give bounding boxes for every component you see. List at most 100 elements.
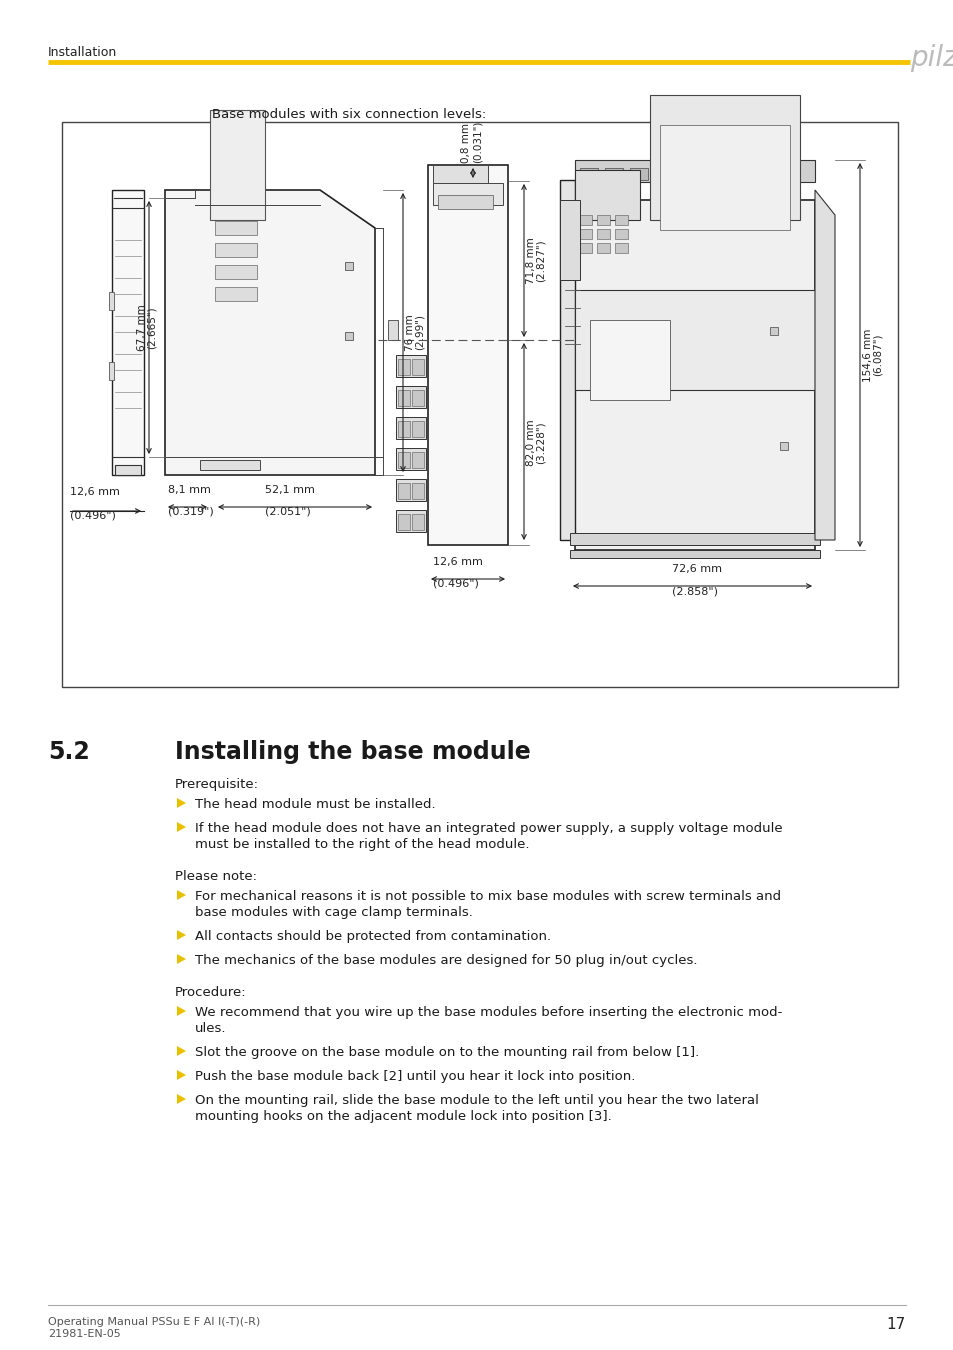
Bar bbox=[412, 483, 423, 499]
Text: Please note:: Please note: bbox=[174, 869, 256, 883]
Text: base modules with cage clamp terminals.: base modules with cage clamp terminals. bbox=[194, 906, 473, 919]
Text: (0.496"): (0.496") bbox=[70, 510, 115, 520]
Text: 12,6 mm: 12,6 mm bbox=[433, 558, 482, 567]
Text: mounting hooks on the adjacent module lock into position [3].: mounting hooks on the adjacent module lo… bbox=[194, 1110, 611, 1123]
Bar bbox=[433, 165, 488, 184]
Text: We recommend that you wire up the base modules before inserting the electronic m: We recommend that you wire up the base m… bbox=[194, 1006, 781, 1019]
Bar bbox=[604, 167, 622, 180]
Bar bbox=[597, 230, 609, 239]
Text: 82,0 mm: 82,0 mm bbox=[525, 420, 536, 466]
Bar bbox=[412, 390, 423, 406]
Text: Slot the groove on the base module on to the mounting rail from below [1].: Slot the groove on the base module on to… bbox=[194, 1046, 699, 1058]
Text: Installing the base module: Installing the base module bbox=[174, 740, 530, 764]
Text: (6.087"): (6.087") bbox=[872, 333, 882, 377]
Polygon shape bbox=[177, 822, 186, 832]
Bar bbox=[575, 290, 814, 390]
Text: ules.: ules. bbox=[194, 1022, 226, 1035]
Text: 71,8 mm: 71,8 mm bbox=[525, 238, 536, 284]
Text: Push the base module back [2] until you hear it lock into position.: Push the base module back [2] until you … bbox=[194, 1071, 635, 1083]
Bar bbox=[559, 200, 579, 279]
Bar bbox=[589, 320, 669, 400]
Polygon shape bbox=[177, 930, 186, 940]
Polygon shape bbox=[177, 1094, 186, 1104]
Bar bbox=[395, 355, 426, 377]
Bar bbox=[397, 359, 410, 375]
Bar bbox=[559, 180, 575, 540]
Bar bbox=[214, 265, 256, 279]
Text: 67,7 mm: 67,7 mm bbox=[137, 304, 147, 351]
Bar bbox=[729, 167, 747, 180]
Text: must be installed to the right of the head module.: must be installed to the right of the he… bbox=[194, 838, 529, 850]
Text: All contacts should be protected from contamination.: All contacts should be protected from co… bbox=[194, 930, 551, 944]
Bar bbox=[629, 167, 647, 180]
Text: The mechanics of the base modules are designed for 50 plug in/out cycles.: The mechanics of the base modules are de… bbox=[194, 954, 697, 967]
Text: (0.031"): (0.031") bbox=[473, 120, 482, 163]
Bar bbox=[109, 362, 113, 379]
Bar bbox=[575, 170, 639, 220]
Bar bbox=[428, 165, 507, 545]
Bar bbox=[395, 479, 426, 501]
Bar bbox=[412, 421, 423, 437]
Text: For mechanical reasons it is not possible to mix base modules with screw termina: For mechanical reasons it is not possibl… bbox=[194, 890, 781, 903]
Bar bbox=[112, 190, 144, 475]
Bar bbox=[615, 230, 627, 239]
Polygon shape bbox=[177, 798, 186, 809]
Polygon shape bbox=[165, 190, 375, 475]
Bar bbox=[395, 448, 426, 470]
Bar bbox=[115, 464, 141, 475]
Bar bbox=[345, 262, 353, 270]
Bar bbox=[579, 167, 598, 180]
Bar bbox=[649, 95, 800, 220]
Bar bbox=[62, 122, 897, 687]
Bar bbox=[109, 292, 113, 311]
Text: 0,8 mm: 0,8 mm bbox=[460, 123, 471, 163]
Polygon shape bbox=[177, 1046, 186, 1056]
Bar bbox=[412, 452, 423, 468]
Text: Procedure:: Procedure: bbox=[174, 986, 247, 999]
Bar bbox=[597, 243, 609, 252]
Bar bbox=[210, 109, 265, 220]
Bar bbox=[412, 514, 423, 531]
Text: Prerequisite:: Prerequisite: bbox=[174, 778, 258, 791]
Bar bbox=[433, 184, 502, 205]
Text: (0.319"): (0.319") bbox=[168, 508, 213, 517]
Bar bbox=[575, 200, 814, 549]
Bar bbox=[395, 510, 426, 532]
Bar bbox=[397, 514, 410, 531]
Bar bbox=[397, 483, 410, 499]
Bar bbox=[655, 167, 672, 180]
Text: (2.051"): (2.051") bbox=[265, 508, 311, 517]
Text: The head module must be installed.: The head module must be installed. bbox=[194, 798, 436, 811]
Bar bbox=[615, 215, 627, 225]
Bar bbox=[214, 288, 256, 301]
Bar bbox=[388, 320, 397, 340]
Text: (2.99"): (2.99") bbox=[415, 315, 424, 351]
Bar bbox=[437, 194, 493, 209]
Bar bbox=[214, 243, 256, 256]
Text: (3.228"): (3.228") bbox=[536, 421, 545, 464]
Text: 154,6 mm: 154,6 mm bbox=[862, 328, 872, 382]
Text: Base modules with six connection levels:: Base modules with six connection levels: bbox=[212, 108, 486, 122]
Text: Installation: Installation bbox=[48, 46, 117, 59]
Bar bbox=[395, 386, 426, 408]
Bar bbox=[659, 126, 789, 230]
Text: 72,6 mm: 72,6 mm bbox=[671, 564, 721, 574]
Text: (0.496"): (0.496") bbox=[433, 579, 478, 589]
Text: If the head module does not have an integrated power supply, a supply voltage mo: If the head module does not have an inte… bbox=[194, 822, 781, 836]
Bar bbox=[679, 167, 698, 180]
Polygon shape bbox=[177, 1071, 186, 1080]
Polygon shape bbox=[177, 954, 186, 964]
Bar bbox=[597, 215, 609, 225]
Bar bbox=[200, 460, 260, 470]
Text: 8,1 mm: 8,1 mm bbox=[168, 485, 211, 495]
Bar bbox=[395, 417, 426, 439]
Bar bbox=[397, 452, 410, 468]
Bar bbox=[397, 390, 410, 406]
Bar bbox=[704, 167, 722, 180]
Polygon shape bbox=[177, 1006, 186, 1017]
Bar bbox=[397, 421, 410, 437]
Text: 76 mm: 76 mm bbox=[405, 315, 415, 351]
Bar bbox=[769, 327, 778, 335]
Bar bbox=[214, 221, 256, 235]
Polygon shape bbox=[814, 190, 834, 540]
